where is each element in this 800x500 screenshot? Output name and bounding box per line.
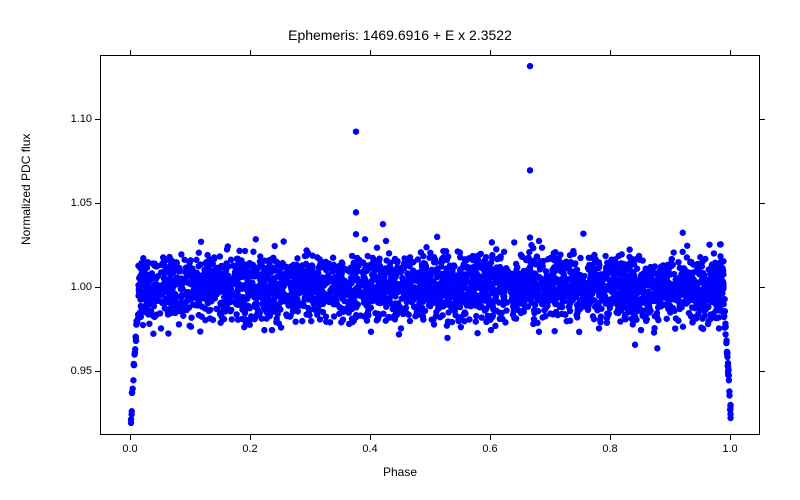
x-tick bbox=[370, 50, 371, 55]
x-tick bbox=[130, 50, 131, 55]
x-tick-label: 0.4 bbox=[362, 443, 377, 455]
scatter-data-layer bbox=[101, 56, 761, 436]
y-tick bbox=[760, 371, 765, 372]
x-tick bbox=[610, 50, 611, 55]
x-tick-label: 0.6 bbox=[482, 443, 497, 455]
x-tick-label: 1.0 bbox=[722, 443, 737, 455]
y-tick bbox=[95, 119, 100, 120]
y-tick-label: 1.10 bbox=[60, 113, 92, 125]
y-tick-label: 1.00 bbox=[60, 281, 92, 293]
x-tick bbox=[610, 435, 611, 440]
y-tick bbox=[95, 371, 100, 372]
x-tick bbox=[130, 435, 131, 440]
x-tick-label: 0.8 bbox=[602, 443, 617, 455]
x-tick bbox=[250, 435, 251, 440]
x-tick bbox=[250, 50, 251, 55]
y-tick bbox=[760, 119, 765, 120]
y-tick bbox=[95, 203, 100, 204]
phase-fold-chart: Ephemeris: 1469.6916 + E x 2.3522 Normal… bbox=[0, 0, 800, 500]
y-tick-label: 1.05 bbox=[60, 197, 92, 209]
x-tick bbox=[730, 435, 731, 440]
x-axis-label: Phase bbox=[0, 465, 800, 479]
x-tick-label: 0.2 bbox=[242, 443, 257, 455]
x-tick bbox=[490, 435, 491, 440]
y-tick bbox=[760, 203, 765, 204]
plot-area bbox=[100, 55, 760, 435]
y-tick-label: 0.95 bbox=[60, 365, 92, 377]
y-tick bbox=[95, 287, 100, 288]
x-tick bbox=[490, 50, 491, 55]
x-tick bbox=[370, 435, 371, 440]
x-tick bbox=[730, 50, 731, 55]
x-tick-label: 0.0 bbox=[122, 443, 137, 455]
chart-title: Ephemeris: 1469.6916 + E x 2.3522 bbox=[0, 27, 800, 43]
y-tick bbox=[760, 287, 765, 288]
